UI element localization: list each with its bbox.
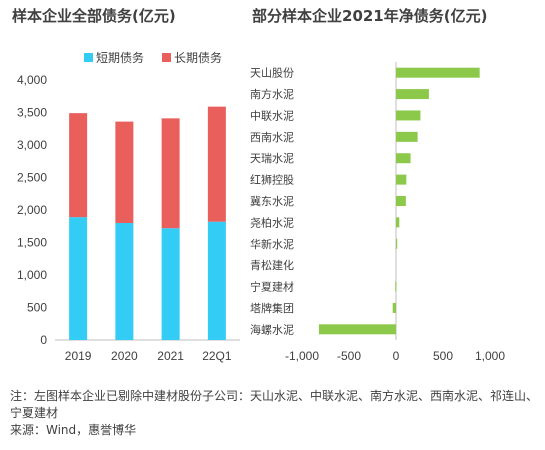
footnote: 注：左图样本企业已剔除中建材股份子公司：天山水泥、中联水泥、南方水泥、西南水泥、… xyxy=(10,388,540,439)
x-tick-label: 500 xyxy=(433,349,453,363)
category-label: 南方水泥 xyxy=(250,87,294,101)
x-tick-label: 1,000 xyxy=(475,349,505,363)
category-label: 中联水泥 xyxy=(250,109,294,122)
long-term-debt-bar xyxy=(69,113,88,218)
total-debt-chart: 0 500 1,000 1,500 2,000 2,500 3,000 3,500 4,000 2… xyxy=(17,50,240,363)
category-label: 红狮控股 xyxy=(250,173,294,187)
x-tick-label: 2019 xyxy=(65,349,92,363)
net-debt-bar xyxy=(318,324,396,335)
category-label: 青松建化 xyxy=(250,258,294,272)
net-debt-bar xyxy=(396,174,407,185)
legend-label: 长期债务 xyxy=(174,50,222,65)
short-term-debt-bar xyxy=(69,217,88,340)
net-debt-bar xyxy=(396,196,406,206)
net-debt-bar xyxy=(396,110,421,121)
net-debt-bar xyxy=(396,238,398,249)
y-tick-label: 500 xyxy=(27,301,47,315)
y-tick-label: 3,500 xyxy=(17,106,47,120)
right-chart-title: 部分样本企业2021年净债务(亿元) xyxy=(252,7,488,25)
net-debt-bar xyxy=(396,153,411,164)
x-tick-label: -1,000 xyxy=(285,349,319,363)
y-tick-label: 2,500 xyxy=(17,171,47,185)
y-tick-label: 2,000 xyxy=(17,203,47,217)
net-debt-bar xyxy=(396,131,418,142)
legend-label: 短期债务 xyxy=(96,50,144,65)
legend-swatch xyxy=(84,53,93,62)
y-tick-label: 4,000 xyxy=(17,73,47,87)
x-tick-label: -500 xyxy=(337,349,361,363)
category-label: 冀东水泥 xyxy=(250,194,294,208)
y-tick-label: 1,500 xyxy=(17,236,47,250)
y-tick-label: 0 xyxy=(40,333,47,347)
category-label: 塔牌集团 xyxy=(250,301,294,315)
x-tick-label: 2021 xyxy=(157,349,184,363)
category-label: 华新水泥 xyxy=(250,237,294,251)
category-label: 宁夏建材 xyxy=(250,280,294,294)
x-tick-label: 2020 xyxy=(111,349,138,363)
long-term-debt-bar xyxy=(115,121,134,223)
long-term-debt-bar xyxy=(161,118,180,229)
long-term-debt-bar xyxy=(207,106,226,222)
category-label: 西南水泥 xyxy=(250,131,294,144)
left-chart-title: 样本企业全部债务(亿元) xyxy=(12,7,176,25)
net-debt-bar xyxy=(392,302,396,313)
footnote-source: 来源：Wind，惠誉博华 xyxy=(10,423,137,437)
net-debt-bar xyxy=(395,281,397,292)
category-label: 海螺水泥 xyxy=(250,322,294,336)
y-tick-label: 3,000 xyxy=(17,138,47,152)
net-debt-bar xyxy=(396,89,429,100)
short-term-debt-bar xyxy=(161,228,180,340)
y-tick-label: 1,000 xyxy=(17,268,47,282)
net-debt-bar xyxy=(396,67,480,78)
category-label: 天瑞水泥 xyxy=(250,151,294,165)
net-debt-bar xyxy=(396,217,400,228)
category-label: 天山股份 xyxy=(250,67,294,80)
short-term-debt-bar xyxy=(207,221,226,340)
x-tick-label: 0 xyxy=(393,349,400,363)
x-tick-label: 22Q1 xyxy=(202,349,232,363)
short-term-debt-bar xyxy=(115,223,134,340)
legend-swatch xyxy=(162,53,171,62)
footnote-note: 注：左图样本企业已剔除中建材股份子公司：天山水泥、中联水泥、南方水泥、西南水泥、… xyxy=(10,389,539,420)
category-label: 尧柏水泥 xyxy=(250,215,294,229)
